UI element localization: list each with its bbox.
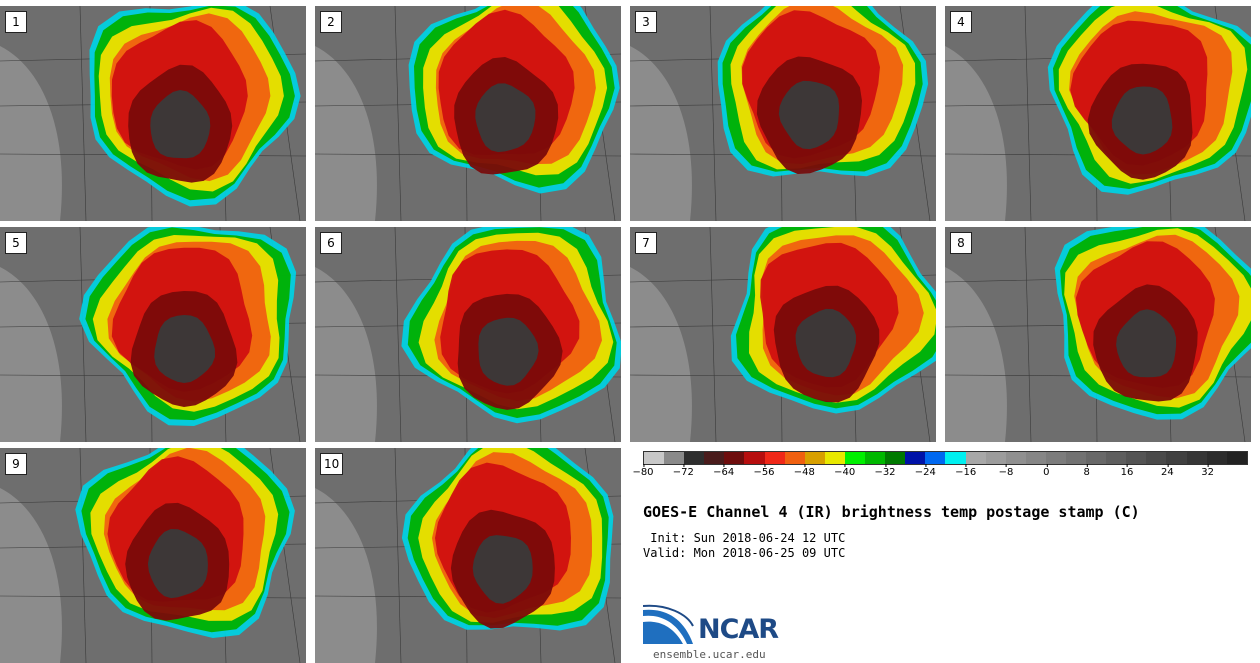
- colorbar-segment: [804, 452, 825, 464]
- satellite-ir-image: [315, 448, 621, 663]
- satellite-ir-image: [945, 227, 1251, 442]
- colorbar-segment: [744, 452, 765, 464]
- colorbar-segment: [784, 452, 805, 464]
- colorbar-segment: [764, 452, 785, 464]
- panel-number-label: 2: [320, 11, 342, 33]
- panel-number-label: 1: [5, 11, 27, 33]
- init-time: Init: Sun 2018-06-24 12 UTC: [643, 531, 846, 545]
- colorbar-tick-label: 24: [1160, 464, 1174, 478]
- colorbar-segment: [905, 452, 926, 464]
- colorbar-tick-label: −40: [834, 464, 856, 478]
- colorbar-segment: [945, 452, 966, 464]
- chart-title: GOES-E Channel 4 (IR) brightness temp po…: [643, 503, 1140, 521]
- temperature-colorbar: [643, 451, 1248, 465]
- colorbar-segment: [1005, 452, 1026, 464]
- postage-stamp-panel-3: 3: [630, 6, 936, 221]
- satellite-ir-image: [0, 227, 306, 442]
- colorbar-segment: [824, 452, 845, 464]
- colorbar-segment: [1065, 452, 1087, 464]
- colorbar-segment: [965, 452, 986, 464]
- colorbar-tick-label: −32: [874, 464, 896, 478]
- colorbar-segment: [1206, 452, 1227, 464]
- panel-number-label: 10: [320, 453, 344, 475]
- colorbar-tick-label: 16: [1120, 464, 1134, 478]
- colorbar-segment: [1106, 452, 1127, 464]
- ncar-url: ensemble.ucar.edu: [653, 648, 766, 661]
- colorbar-segment: [684, 452, 705, 464]
- colorbar-segment: [1186, 452, 1207, 464]
- satellite-ir-image: [630, 6, 936, 221]
- colorbar-segment: [925, 452, 946, 464]
- colorbar-tick-label: −72: [672, 464, 694, 478]
- colorbar-segment: [664, 452, 685, 464]
- colorbar-tick-labels: −80 −72 −64 −56 −48 −40 −32 −24 −16 −8 0 8 16 24 32: [632, 464, 1248, 485]
- panel-number-label: 9: [5, 453, 27, 475]
- panel-number-label: 6: [320, 232, 342, 254]
- postage-stamp-panel-8: 8: [945, 227, 1251, 442]
- colorbar-segment: [1045, 452, 1066, 464]
- postage-stamp-panel-5: 5: [0, 227, 306, 442]
- postage-stamp-panel-2: 2: [315, 6, 621, 221]
- panel-number-label: 5: [5, 232, 27, 254]
- colorbar-segment: [1166, 452, 1187, 464]
- colorbar-segment: [704, 452, 725, 464]
- colorbar-tick-label: 0: [1043, 464, 1050, 478]
- colorbar-tick-label: −16: [955, 464, 977, 478]
- colorbar-segment: [844, 452, 866, 464]
- ncar-logo-text: NCAR: [698, 614, 779, 645]
- satellite-ir-image: [0, 6, 306, 221]
- colorbar-tick-label: −48: [793, 464, 815, 478]
- panel-number-label: 8: [950, 232, 972, 254]
- colorbar-segment: [1226, 452, 1247, 464]
- colorbar-segment: [985, 452, 1006, 464]
- satellite-ir-image: [315, 6, 621, 221]
- colorbar-segment: [724, 452, 745, 464]
- postage-stamp-panel-7: 7: [630, 227, 936, 442]
- postage-stamp-panel-6: 6: [315, 227, 621, 442]
- satellite-ir-image: [630, 227, 936, 442]
- colorbar-segment: [1126, 452, 1147, 464]
- colorbar-tick-label: −80: [632, 464, 654, 478]
- colorbar-segment: [644, 452, 665, 464]
- panel-number-label: 7: [635, 232, 657, 254]
- colorbar-segment: [1025, 452, 1046, 464]
- panel-number-label: 3: [635, 11, 657, 33]
- colorbar-tick-label: −56: [753, 464, 775, 478]
- colorbar-tick-label: −8: [998, 464, 1014, 478]
- colorbar-tick-label: −24: [914, 464, 936, 478]
- colorbar-tick-label: −64: [713, 464, 735, 478]
- satellite-ir-image: [315, 227, 621, 442]
- postage-stamp-panel-1: 1: [0, 6, 306, 221]
- colorbar-segment: [1146, 452, 1167, 464]
- satellite-ir-image: [945, 6, 1251, 221]
- colorbar-tick-label: 32: [1201, 464, 1215, 478]
- postage-stamp-panel-4: 4: [945, 6, 1251, 221]
- ncar-logo-icon: [643, 604, 694, 644]
- colorbar-segment: [865, 452, 886, 464]
- colorbar-segment: [885, 452, 906, 464]
- valid-time: Valid: Mon 2018-06-25 09 UTC: [643, 546, 846, 560]
- colorbar-tick-label: 8: [1083, 464, 1090, 478]
- panel-number-label: 4: [950, 11, 972, 33]
- postage-stamp-panel-10: 10: [315, 448, 621, 663]
- postage-stamp-panel-9: 9: [0, 448, 306, 663]
- colorbar-segment: [1086, 452, 1107, 464]
- satellite-ir-image: [0, 448, 306, 663]
